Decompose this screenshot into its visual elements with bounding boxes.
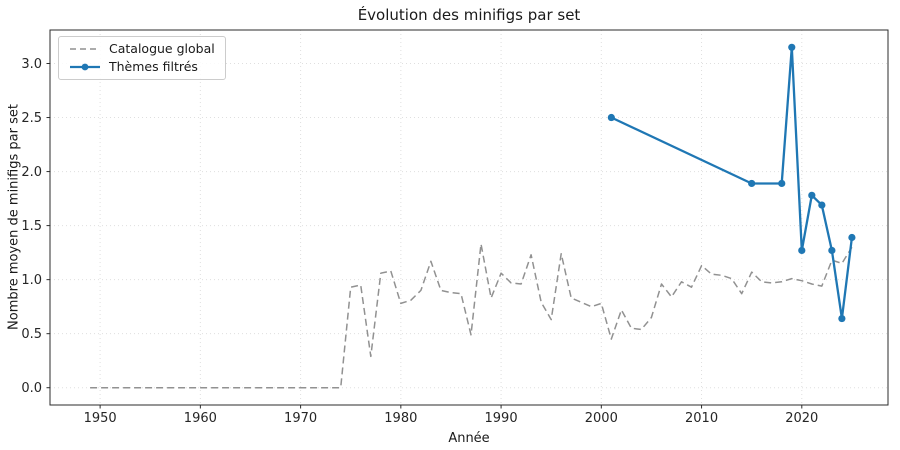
data-point-marker [607,113,615,122]
x-tick-label: 2010 [685,411,718,426]
series-line-thèmes-filtrés [610,46,854,320]
data-point-marker [828,246,836,255]
x-tick-label: 1980 [384,411,417,426]
y-tick-label: 2.0 [21,165,42,180]
legend-label: Thèmes filtrés [109,58,198,74]
data-point-marker [778,179,786,188]
legend-entry: Thèmes filtrés [69,58,215,74]
x-tick-label: 1990 [485,411,518,426]
y-tick-label: 2.5 [21,111,42,126]
data-point-marker [748,179,756,188]
legend-entry: Catalogue global [69,41,215,56]
data-point-marker [798,246,806,255]
data-point-marker [818,201,826,209]
data-point-marker [848,233,856,242]
y-tick-label: 0.0 [21,381,42,396]
y-tick-label: 0.5 [21,327,42,342]
x-tick-label: 2020 [785,411,818,426]
chart-title: Évolution des minifigs par set [357,6,581,24]
data-point-marker [838,314,846,323]
legend-sample-marker [81,63,89,71]
y-tick-label: 3.0 [21,57,42,72]
x-tick-label: 1970 [284,411,317,426]
plot-spines [49,29,889,406]
data-point-marker [808,191,816,199]
x-axis-label: Année [448,431,490,446]
series-line-catalogue-global [90,243,853,389]
legend-line-sample [70,48,100,50]
x-tick-label: 2000 [585,411,618,426]
x-tick-label: 1950 [84,411,117,426]
legend-line-sample [70,63,100,71]
data-point-marker [788,43,796,51]
x-tick-label: 1960 [184,411,217,426]
y-tick-label: 1.5 [21,219,42,234]
y-tick-label: 1.0 [21,273,42,288]
legend: Catalogue global Thèmes filtrés [58,36,226,80]
y-axis-label: Nombre moyen de minifigs par set [6,104,22,330]
legend-label: Catalogue global [109,41,215,56]
